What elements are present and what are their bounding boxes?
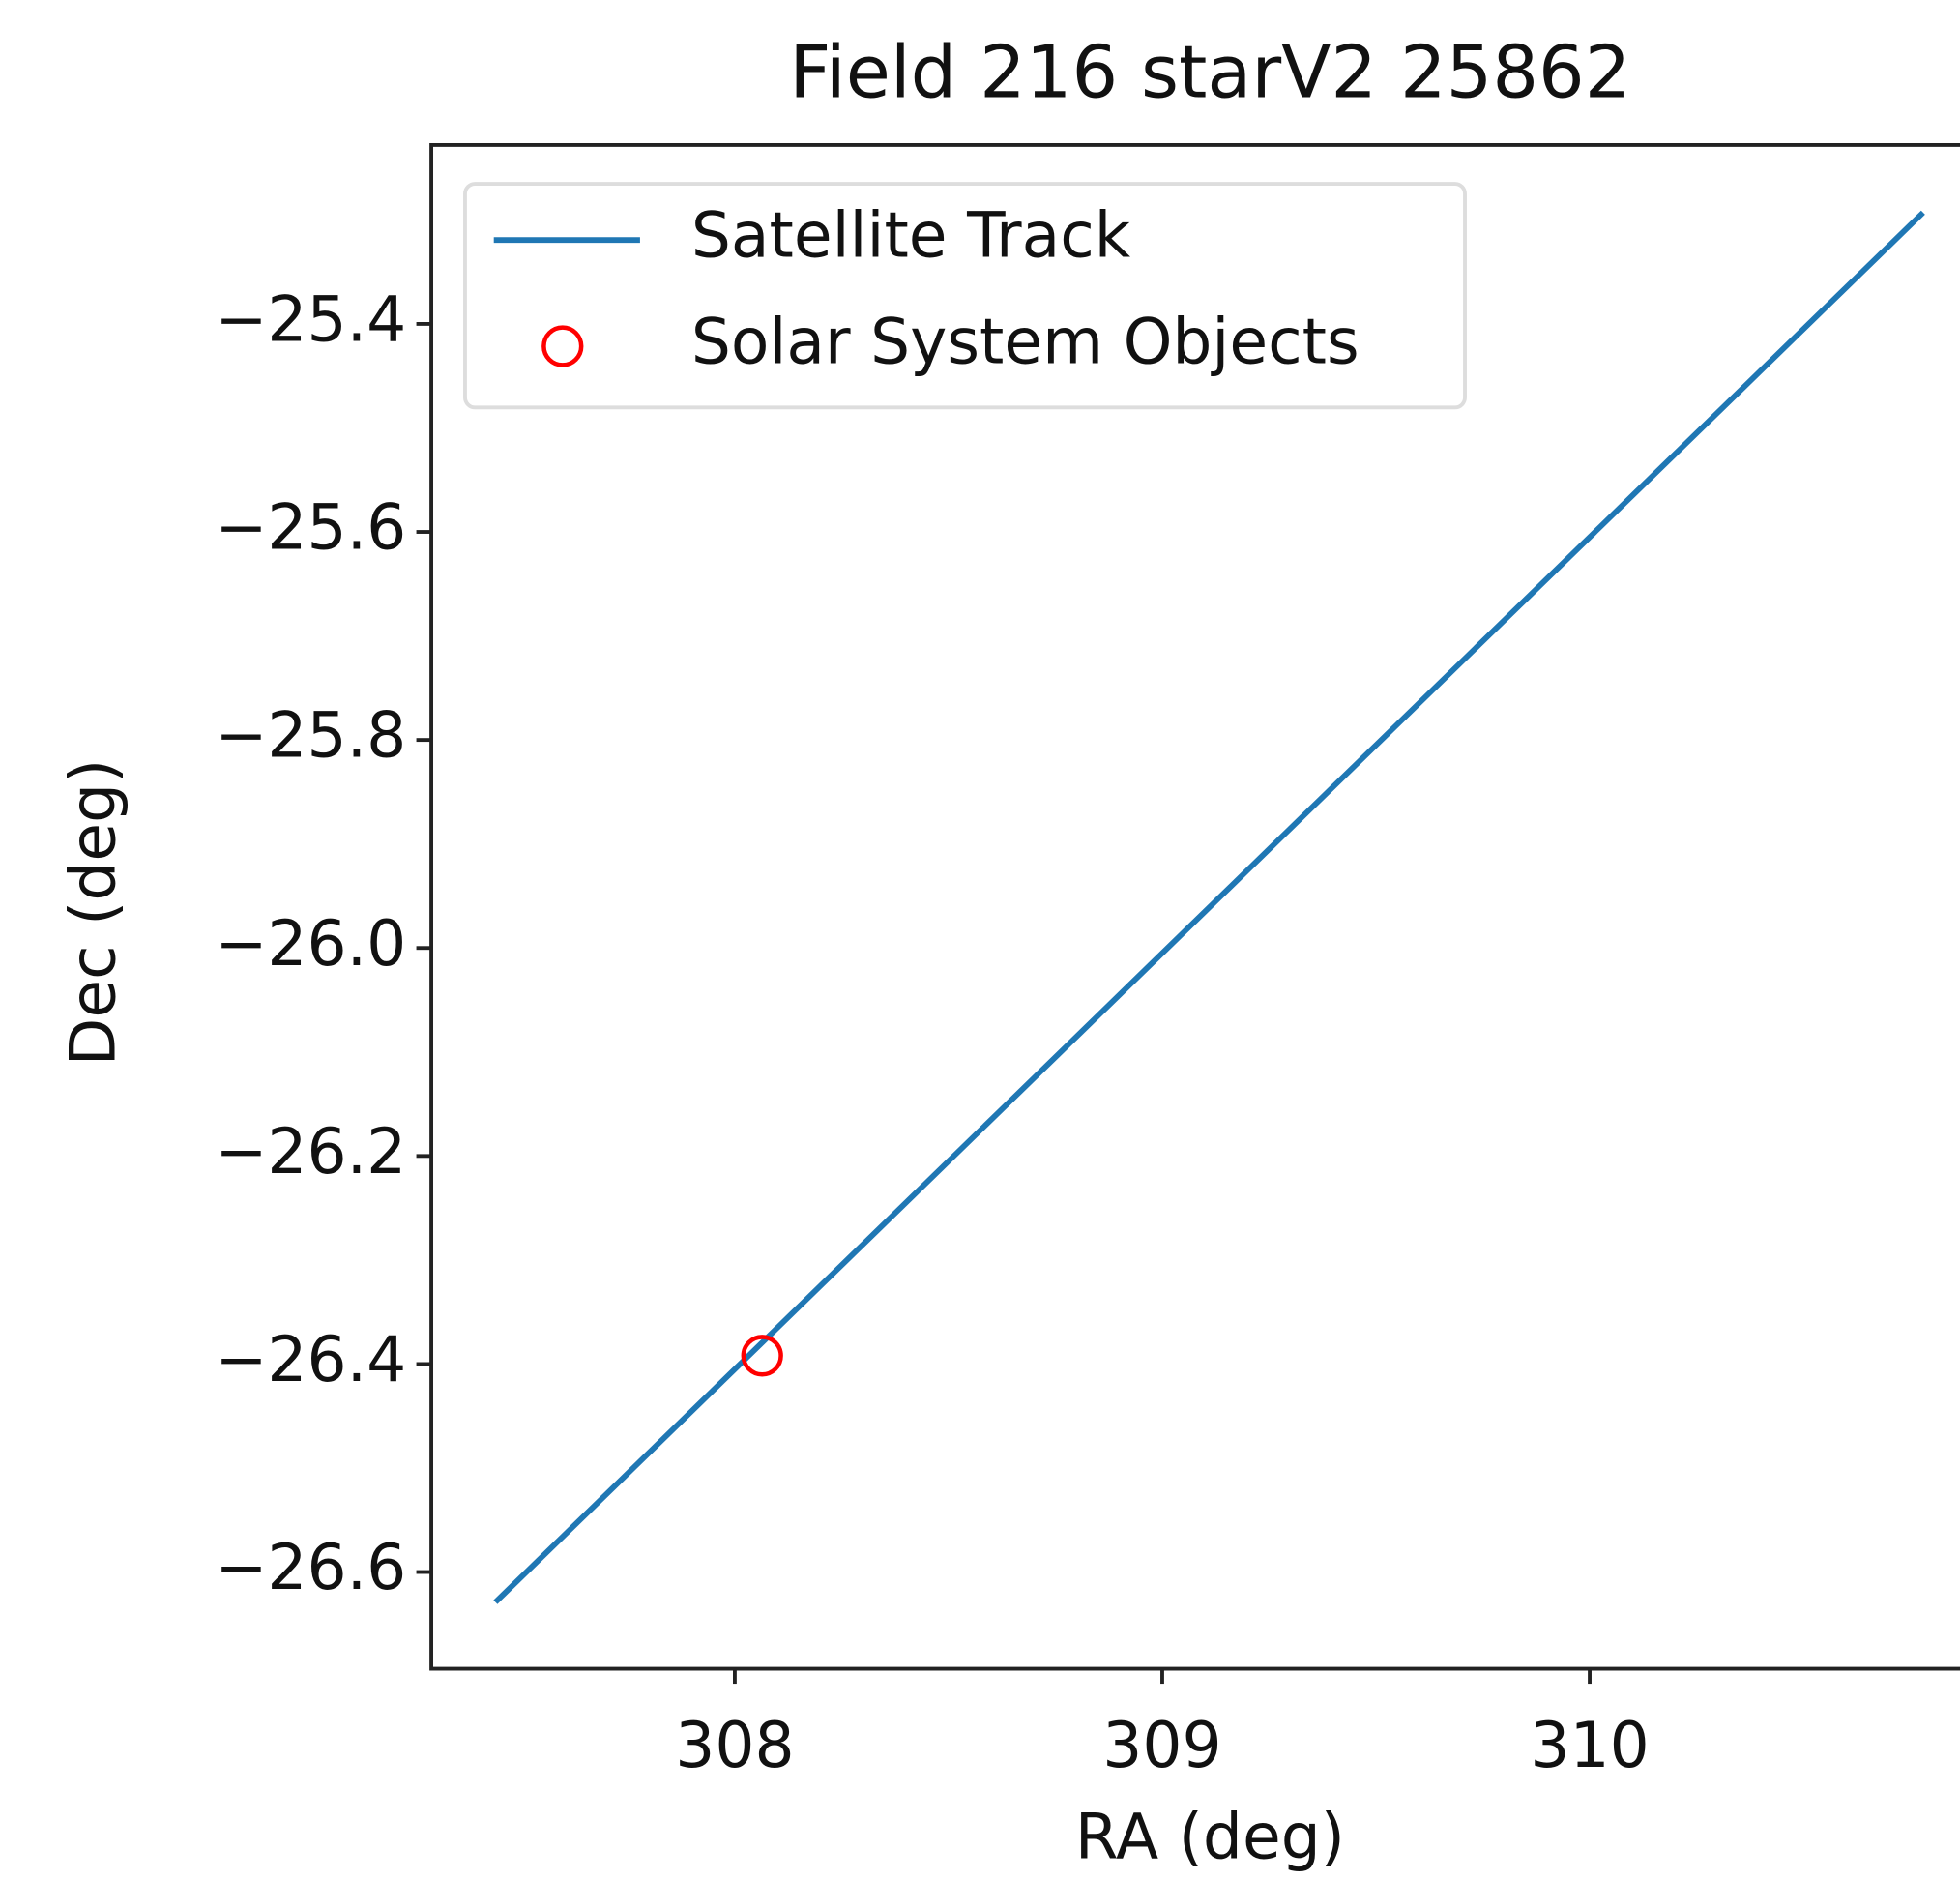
y-tick-label: −25.6 <box>215 492 406 565</box>
x-axis-label: RA (deg) <box>1075 1802 1345 1874</box>
y-axis-label: Dec (deg) <box>58 759 131 1067</box>
y-tick-label: −25.4 <box>215 284 406 357</box>
x-tick-label: 308 <box>675 1710 794 1782</box>
y-tick-label: −26.4 <box>215 1324 406 1396</box>
legend-marker <box>541 325 584 367</box>
line <box>493 210 1925 1604</box>
y-tick-label: −25.8 <box>215 700 406 773</box>
chart-title: Field 216 starV2 25862 <box>789 30 1630 115</box>
x-tick-label: 310 <box>1530 1710 1649 1782</box>
legend-label: Satellite Track <box>691 200 1131 273</box>
point <box>741 1335 783 1377</box>
legend-label: Solar System Objects <box>691 307 1360 379</box>
y-tick-label: −26.2 <box>215 1116 406 1189</box>
x-tick-label: 309 <box>1102 1710 1221 1782</box>
legend-box <box>463 182 1467 410</box>
y-tick-label: −26.0 <box>215 908 406 981</box>
y-tick-label: −26.6 <box>215 1532 406 1604</box>
plot-frame <box>429 142 1960 1671</box>
